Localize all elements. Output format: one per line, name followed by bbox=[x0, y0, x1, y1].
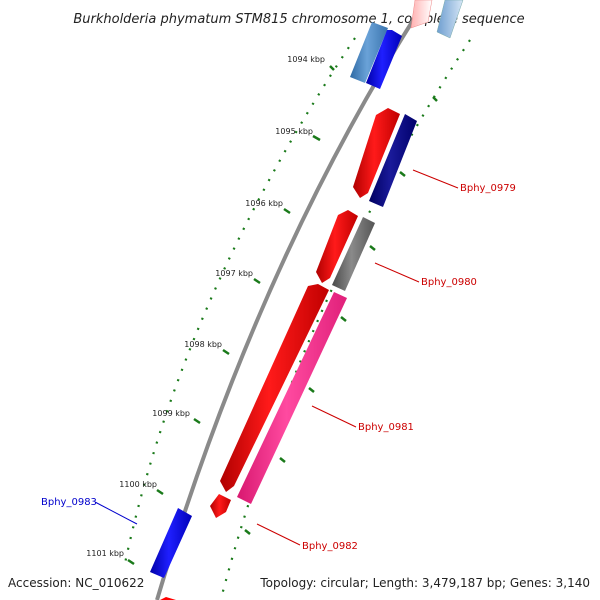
gene-feature-navy[interactable] bbox=[369, 114, 417, 207]
tick-mark bbox=[279, 457, 286, 463]
leader-line bbox=[256, 523, 301, 546]
gene-feature-bphy-0983[interactable] bbox=[150, 508, 192, 578]
leader-line bbox=[94, 501, 138, 525]
gene-label-bphy-0980[interactable]: Bphy_0980 bbox=[421, 277, 477, 288]
tick-label-1097: 1097 kbp bbox=[215, 269, 253, 278]
tick-label-1096: 1096 kbp bbox=[245, 199, 283, 208]
gene-label-bphy-0982[interactable]: Bphy_0982 bbox=[302, 541, 358, 552]
gene-feature-pink[interactable] bbox=[237, 292, 347, 504]
tick-mark bbox=[127, 558, 135, 566]
tick-mark bbox=[329, 65, 335, 71]
tick-mark bbox=[369, 245, 376, 251]
tick-mark bbox=[312, 134, 321, 142]
tick-label-1094: 1094 kbp bbox=[287, 55, 325, 64]
tick-mark bbox=[399, 171, 406, 177]
gene-feature-partial[interactable] bbox=[160, 597, 176, 600]
tick-marks bbox=[127, 65, 438, 566]
leader-line bbox=[412, 169, 459, 189]
gene-feature-steel[interactable] bbox=[350, 22, 388, 83]
gene-label-bphy-0981[interactable]: Bphy_0981 bbox=[358, 422, 414, 433]
gene-feature-bphy-0982[interactable] bbox=[210, 494, 231, 518]
tick-label-1095: 1095 kbp bbox=[275, 127, 313, 136]
tick-mark bbox=[432, 96, 438, 102]
tick-label-1101: 1101 kbp bbox=[86, 549, 124, 558]
summary-text: Topology: circular; Length: 3,479,187 bp… bbox=[259, 576, 590, 590]
gene-feature-bphy-0980[interactable] bbox=[316, 210, 358, 283]
gene-label-bphy-0983[interactable]: Bphy_0983 bbox=[41, 497, 97, 508]
tick-mark bbox=[283, 207, 291, 215]
tick-mark bbox=[253, 277, 261, 285]
tick-label-1098: 1098 kbp bbox=[184, 340, 222, 349]
leader-line bbox=[311, 405, 357, 428]
leader-line bbox=[374, 262, 420, 283]
tick-mark bbox=[340, 316, 347, 322]
gene-feature-partial[interactable] bbox=[410, 0, 433, 29]
tick-mark bbox=[222, 348, 230, 356]
gene-label-bphy-0979[interactable]: Bphy_0979 bbox=[460, 183, 516, 194]
gene-feature-blue[interactable] bbox=[366, 30, 402, 89]
tick-mark bbox=[156, 488, 164, 496]
tick-label-1099: 1099 kbp bbox=[152, 409, 190, 418]
gene-feature-bphy-0981[interactable] bbox=[220, 284, 329, 492]
gene-feature-partial[interactable] bbox=[436, 0, 464, 39]
accession-text: Accession: NC_010622 bbox=[8, 576, 144, 590]
chromosome-backbone bbox=[155, 0, 428, 600]
gene-feature-bphy-0979[interactable] bbox=[353, 108, 400, 198]
tick-label-1100: 1100 kbp bbox=[119, 480, 157, 489]
tick-mark bbox=[193, 417, 201, 425]
tick-mark bbox=[308, 387, 315, 393]
tick-mark bbox=[244, 529, 251, 535]
gene-feature-gray[interactable] bbox=[332, 217, 375, 291]
